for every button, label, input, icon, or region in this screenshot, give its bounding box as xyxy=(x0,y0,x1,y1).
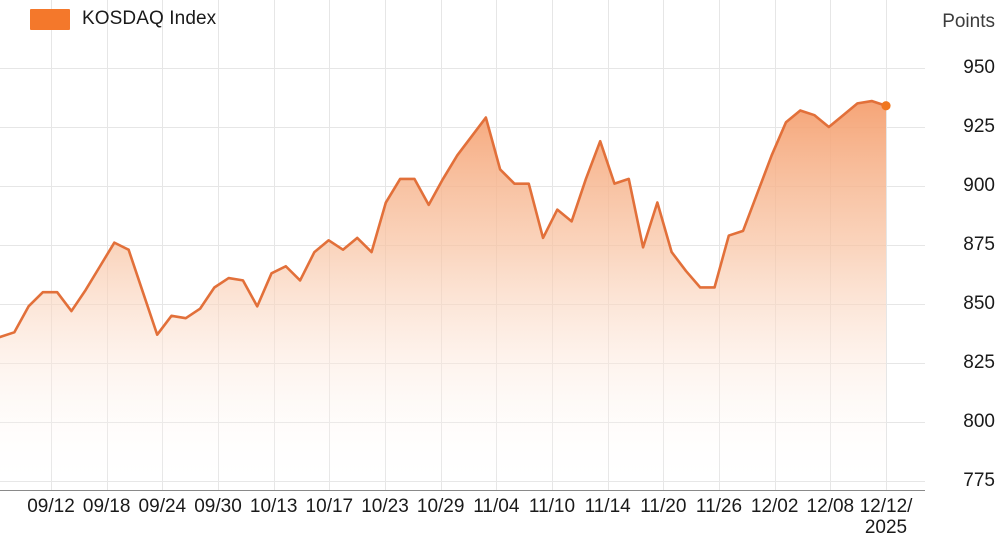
y-axis-tick-label: 825 xyxy=(963,352,995,373)
x-axis-tick-label: 11/26 xyxy=(695,496,743,517)
y-axis-tick-label: 925 xyxy=(963,116,995,137)
x-axis-tick-label: 12/12/2025 xyxy=(859,496,913,539)
y-axis-tick-label: 875 xyxy=(963,234,995,255)
x-axis-tick-label: 09/30 xyxy=(194,496,242,517)
legend-color-swatch xyxy=(30,8,70,30)
series-area-fill xyxy=(0,101,886,491)
y-axis-tick-label: 900 xyxy=(963,175,995,196)
x-axis-tick-label: 10/13 xyxy=(249,496,298,517)
y-axis-tick-label: 950 xyxy=(963,57,995,78)
x-axis-tick-label: 10/23 xyxy=(361,496,409,517)
y-axis-tick-label: 775 xyxy=(963,470,995,491)
legend-label: KOSDAQ Index xyxy=(82,8,217,29)
x-axis-tick-label: 12/02 xyxy=(750,496,799,517)
x-axis-tick-label: 11/20 xyxy=(640,496,687,517)
y-axis-unit-label: Points xyxy=(942,11,995,32)
y-axis-tick-label: 850 xyxy=(963,293,995,314)
x-axis-tick-label: 12/08 xyxy=(806,496,855,517)
series-line xyxy=(0,99,888,339)
last-data-point-marker[interactable] xyxy=(881,101,891,111)
x-axis-tick-label: 11/04 xyxy=(473,496,520,517)
x-axis-tick-label: 10/17 xyxy=(305,496,354,517)
x-axis-year-label: 2025 xyxy=(864,517,908,539)
x-axis-tick-label: 11/10 xyxy=(528,496,576,517)
chart-legend[interactable]: KOSDAQ Index xyxy=(30,8,216,30)
x-axis-tick-label: 09/24 xyxy=(138,496,187,517)
x-axis-tick-label: 09/18 xyxy=(82,496,131,517)
y-axis-tick-label: 800 xyxy=(963,411,995,432)
x-axis-tick-label: 10/29 xyxy=(416,496,465,517)
x-axis-tick-label: 09/12 xyxy=(27,496,75,517)
x-axis-tick-label: 11/14 xyxy=(584,496,631,517)
